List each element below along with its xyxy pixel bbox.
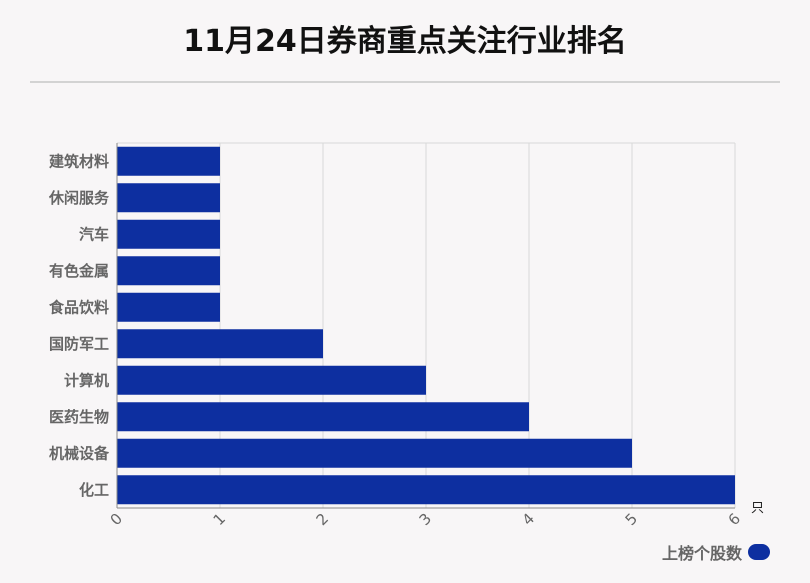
x-tick-label: 1 [210, 510, 229, 529]
bar [117, 219, 220, 249]
x-tick-label: 0 [107, 510, 126, 529]
bar [117, 329, 323, 359]
category-labels: 化工 机械设备 医药生物 计算机 国防军工 食品饮料 有色金属 汽车 休闲服务 建筑材料 [48, 152, 110, 499]
x-tick-label: 4 [519, 510, 538, 529]
bar [117, 256, 220, 286]
bar [117, 475, 735, 505]
bar [117, 365, 426, 395]
category-label: 食品饮料 [49, 298, 109, 316]
title-divider [30, 81, 780, 83]
category-label: 医药生物 [49, 408, 109, 426]
rounded-rect-swatch-icon [748, 544, 770, 560]
legend-label: 上榜个股数 [661, 544, 742, 563]
bar [117, 402, 529, 432]
x-tick-label: 6 [725, 510, 744, 529]
bar [117, 146, 220, 176]
bars [117, 146, 735, 505]
category-label: 汽车 [79, 225, 109, 243]
bar [117, 292, 220, 322]
category-label: 有色金属 [49, 262, 109, 280]
axes [116, 143, 735, 509]
chart-title: 11月24日券商重点关注行业排名 [183, 24, 627, 59]
category-label: 建筑材料 [49, 152, 109, 170]
bar [117, 438, 632, 468]
x-unit-label: 只 [751, 501, 764, 516]
legend[interactable]: 上榜个股数 [662, 540, 770, 564]
category-label: 国防军工 [49, 335, 109, 353]
x-tick-label: 3 [416, 510, 435, 529]
category-label: 机械设备 [49, 444, 110, 462]
category-label: 化工 [79, 481, 109, 499]
x-tick-label: 5 [622, 510, 641, 529]
category-label: 计算机 [64, 371, 109, 389]
bar [117, 183, 220, 213]
category-label: 休闲服务 [48, 189, 110, 207]
x-tick-label: 2 [313, 510, 332, 529]
tick-labels: 0 1 2 3 4 5 6 [107, 510, 744, 529]
